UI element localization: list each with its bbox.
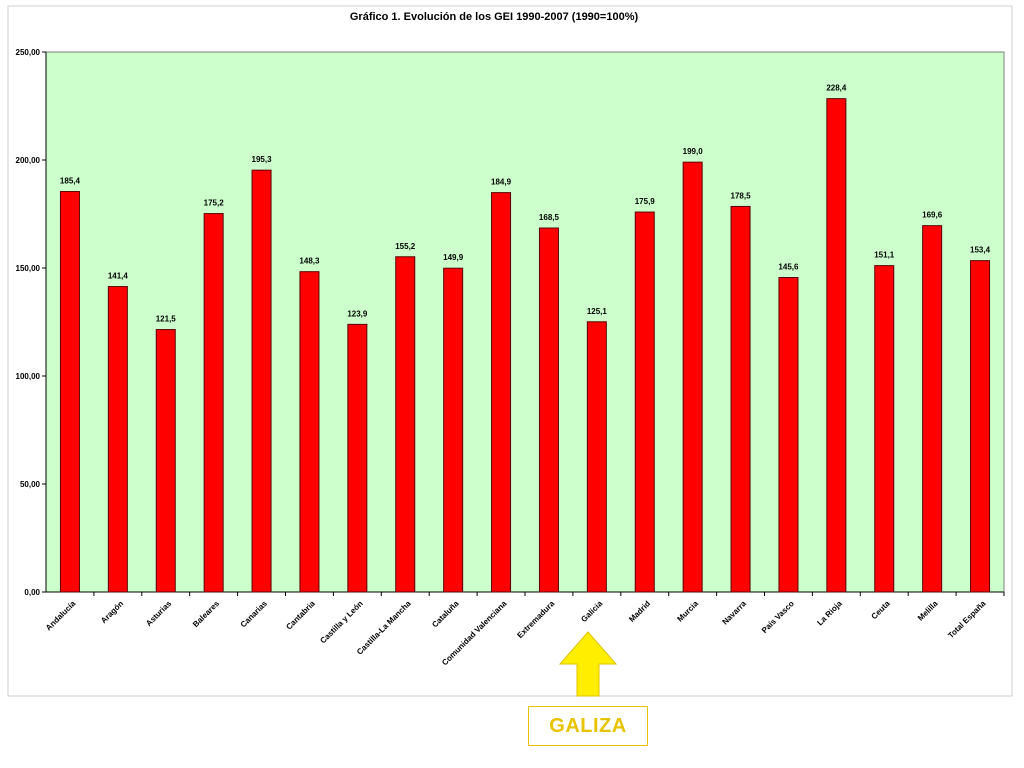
bar <box>970 260 991 593</box>
data-label: 175,2 <box>204 199 225 208</box>
bar <box>395 256 416 593</box>
bar <box>203 213 224 593</box>
y-axis-ticks: 0,00 50,00 100,00 150,00 200,00 250,00 <box>16 48 46 597</box>
data-label: 155,2 <box>395 242 416 251</box>
data-label: 195,3 <box>252 155 273 164</box>
bar <box>682 161 703 593</box>
bar <box>443 267 464 593</box>
y-tick-label: 150,00 <box>16 264 41 273</box>
bars <box>59 98 991 593</box>
data-label: 153,4 <box>970 246 991 255</box>
bar <box>347 323 368 593</box>
bar <box>922 225 943 593</box>
bar <box>634 211 655 593</box>
plot-area <box>45 51 1005 593</box>
data-label: 121,5 <box>156 315 177 324</box>
bar <box>491 192 512 593</box>
data-label: 228,4 <box>826 84 847 93</box>
bar <box>155 329 176 593</box>
data-label: 125,1 <box>587 307 608 316</box>
data-label: 184,9 <box>491 178 512 187</box>
data-label: 175,9 <box>635 197 656 206</box>
data-label: 168,5 <box>539 213 560 222</box>
data-label: 123,9 <box>347 309 368 318</box>
data-label: 169,6 <box>922 211 943 220</box>
data-label: 141,4 <box>108 272 129 281</box>
chart-title: Gráfico 1. Evolución de los GEI 1990-200… <box>350 11 639 23</box>
bar <box>59 191 80 593</box>
data-label: 185,4 <box>60 177 81 186</box>
bar <box>778 277 799 593</box>
data-label: 145,6 <box>778 263 799 272</box>
bar <box>299 271 320 593</box>
y-tick-label: 250,00 <box>16 48 41 57</box>
y-tick-label: 200,00 <box>16 156 41 165</box>
bar <box>538 227 559 593</box>
value-labels: 185,4 141,4 121,5 175,2 195,3 148,3 123,9 155,2… <box>60 84 991 324</box>
bar <box>730 205 751 593</box>
bar <box>826 98 847 593</box>
y-tick-label: 0,00 <box>24 588 40 597</box>
data-label: 149,9 <box>443 253 464 262</box>
data-label: 151,1 <box>874 251 895 260</box>
data-label: 199,0 <box>683 147 704 156</box>
bar <box>874 265 895 593</box>
up-arrow-icon <box>558 631 618 697</box>
y-tick-label: 100,00 <box>16 372 41 381</box>
data-label: 148,3 <box>299 257 320 266</box>
bar <box>107 286 128 593</box>
bar <box>251 169 272 593</box>
callout-box: GALIZA <box>528 706 648 746</box>
callout-label: GALIZA <box>549 714 627 737</box>
bar <box>586 321 607 593</box>
y-tick-label: 50,00 <box>20 480 41 489</box>
data-label: 178,5 <box>731 191 752 200</box>
